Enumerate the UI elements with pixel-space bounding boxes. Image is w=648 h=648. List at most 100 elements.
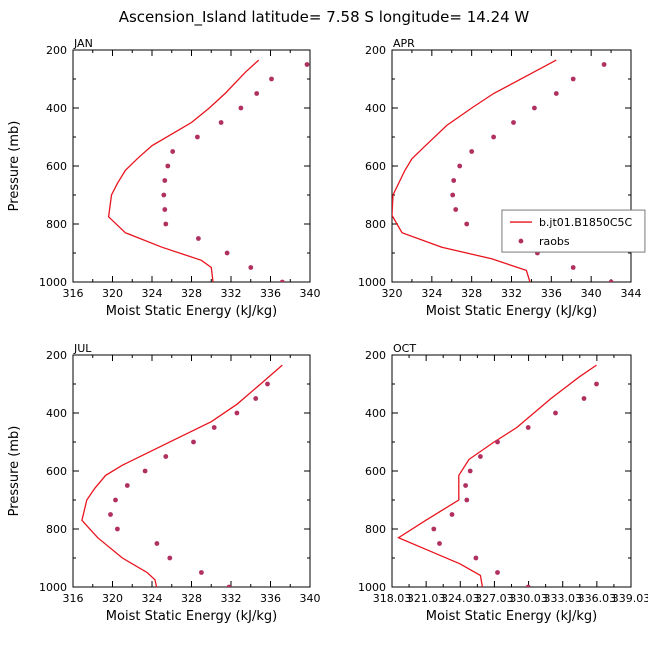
x-tick-label: 340 [581,287,602,300]
panel-label: JAN [73,37,93,50]
y-tick-label: 800 [46,523,67,536]
y-tick-label: 1000 [39,581,67,594]
model-profile-line [397,364,597,587]
raobs-point [491,134,496,140]
panel-oct: OCT318.03321.03324.03327.03330.03333.033… [358,342,648,624]
raobs-point [115,526,120,532]
raobs-point [234,410,240,416]
raobs-point [463,483,468,488]
plot-data [107,59,310,282]
y-tick-label: 600 [365,465,386,478]
raobs-point [594,381,599,387]
y-tick-label: 200 [365,349,386,362]
raobs-point [525,425,531,430]
raobs-point [495,439,500,445]
x-tick-label: 336.03 [578,592,617,605]
y-tick-label: 800 [365,523,386,536]
plot-frame [391,354,632,588]
raobs-point [453,207,459,212]
raobs-point [218,120,224,125]
raobs-point [170,149,176,154]
y-tick-label: 400 [46,102,67,115]
raobs-point [532,105,537,111]
raobs-point [142,468,148,474]
raobs-point [254,91,260,96]
raobs-point [199,570,204,575]
legend-label: b.jt01.B1850C5C [539,216,633,229]
x-tick-label: 340 [300,287,321,300]
raobs-point [162,207,168,212]
raobs-point [473,555,479,561]
y-tick-label: 400 [365,102,386,115]
panel-label: JUL [73,342,92,355]
raobs-point [570,265,576,270]
raobs-point [124,483,130,488]
x-tick-label: 332 [501,287,522,300]
figure-title: Ascension_Island latitude= 7.58 S longit… [119,8,530,27]
raobs-point [608,279,614,282]
raobs-point [269,76,274,82]
raobs-point [161,192,167,198]
x-tick-label: 324 [142,287,163,300]
x-axis-label: Moist Static Energy (kJ/kg) [106,304,277,319]
raobs-point [464,221,470,227]
y-tick-label: 200 [46,349,67,362]
raobs-point [167,555,173,561]
y-tick-label: 800 [365,218,386,231]
y-tick-label: 600 [365,160,386,173]
raobs-point [162,178,168,183]
x-axis-label: Moist Static Energy (kJ/kg) [426,609,597,624]
legend-marker-swatch [518,238,524,244]
x-axis-label: Moist Static Energy (kJ/kg) [106,609,277,624]
x-tick-label: 324 [421,287,442,300]
plot-frame [72,49,311,283]
x-tick-label: 330.03 [509,592,548,605]
panel-jan: JAN 316 320 324 328 332 336 340 200 400 600 800 1000… [7,37,321,319]
plot-frame [72,354,311,588]
x-tick-label: 336 [541,287,562,300]
legend: b.jt01.B1850C5C raobs [501,209,646,253]
raobs-point [464,497,470,503]
x-tick-label: 344 [621,287,642,300]
plot-data [392,59,614,282]
x-tick-label: 333.03 [543,592,582,605]
y-axis-label: Pressure (mb) [7,426,22,517]
panel-label: OCT [393,342,416,355]
y-tick-label: 600 [46,160,67,173]
x-tick-label: 336 [260,287,281,300]
raobs-point [238,105,244,111]
x-tick-label: 332 [221,287,242,300]
x-tick-label: 327.03 [475,592,514,605]
raobs-point [601,62,607,67]
raobs-point [511,120,516,125]
raobs-point [570,76,576,82]
raobs-point [224,250,230,256]
raobs-point [191,439,196,445]
x-tick-label: 320 [102,592,123,605]
model-profile-line [107,59,260,282]
legend-label: raobs [539,235,570,248]
x-tick-label: 339.03 [612,592,648,605]
raobs-point [451,178,457,183]
raobs-point [265,381,270,387]
plot-data [397,364,599,587]
raobs-point [437,541,442,546]
y-tick-label: 600 [46,465,67,478]
model-profile-line [392,59,557,282]
raobs-point [248,265,254,270]
y-tick-label: 1000 [358,276,386,289]
raobs-point [196,236,201,241]
raobs-point [165,163,171,169]
raobs-point [467,468,473,474]
x-axis-label: Moist Static Energy (kJ/kg) [426,304,597,319]
raobs-point [304,62,310,67]
raobs-point [211,425,217,430]
x-tick-label: 340 [300,592,321,605]
raobs-point [163,221,169,227]
raobs-point [113,497,118,503]
x-tick-label: 332 [221,592,242,605]
raobs-point [478,454,483,459]
x-tick-label: 321.03 [407,592,446,605]
x-tick-label: 328 [461,287,482,300]
